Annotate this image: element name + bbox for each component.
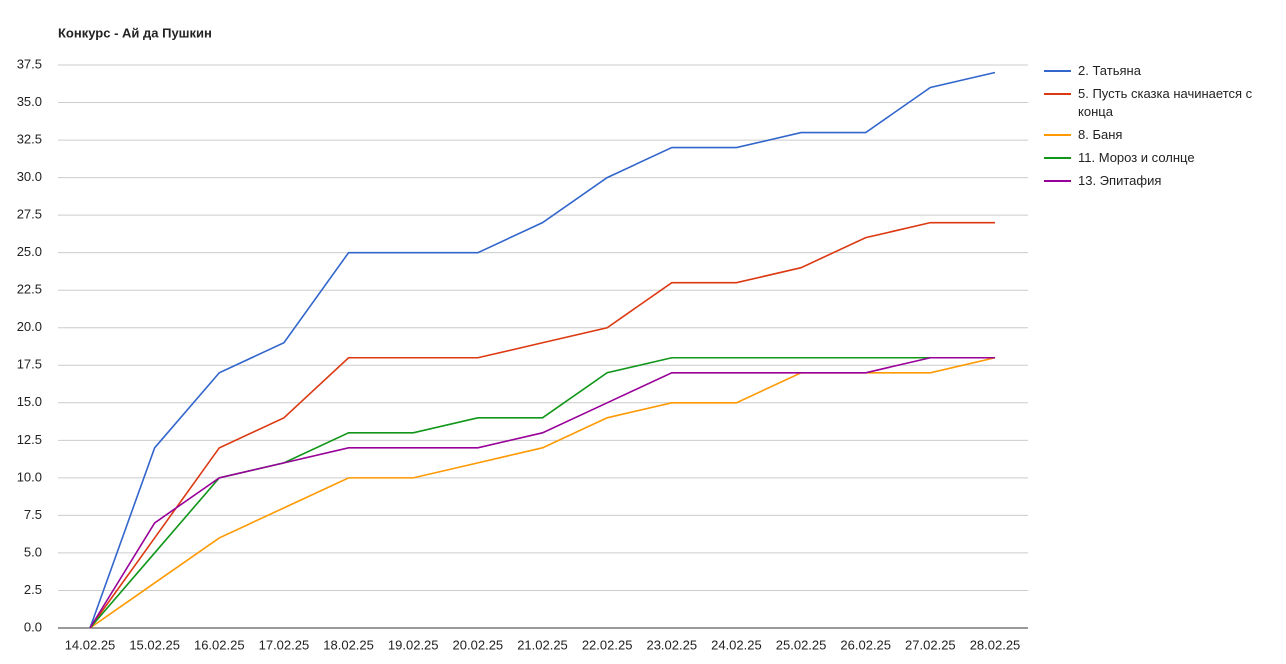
y-tick-label: 22.5 [17, 282, 42, 297]
x-tick-label: 19.02.25 [388, 637, 439, 652]
x-tick-label: 25.02.25 [776, 637, 827, 652]
x-tick-label: 14.02.25 [65, 637, 116, 652]
x-tick-label: 21.02.25 [517, 637, 568, 652]
x-tick-label: 23.02.25 [646, 637, 697, 652]
y-tick-label: 25.0 [17, 244, 42, 259]
x-tick-label: 16.02.25 [194, 637, 245, 652]
y-tick-label: 30.0 [17, 169, 42, 184]
legend-swatch [1044, 180, 1071, 182]
legend-label: 13. Эпитафия [1078, 173, 1162, 188]
legend-swatch [1044, 157, 1071, 159]
y-tick-label: 35.0 [17, 94, 42, 109]
series-line [89, 356, 995, 629]
y-tick-label: 5.0 [24, 544, 42, 559]
series-line [89, 356, 996, 629]
x-tick-label: 26.02.25 [840, 637, 891, 652]
series-line [89, 71, 996, 629]
x-tick-label: 18.02.25 [323, 637, 374, 652]
legend-item: 2. Татьяна [1044, 62, 1280, 80]
legend-item: 8. Баня [1044, 126, 1280, 144]
x-tick-label: 17.02.25 [259, 637, 310, 652]
y-tick-label: 7.5 [24, 507, 42, 522]
legend-label: 5. Пусть сказка начинается с конца [1078, 86, 1253, 119]
y-tick-label: 20.0 [17, 319, 42, 334]
legend-label: 11. Мороз и солнце [1078, 150, 1195, 165]
y-tick-label: 0.0 [24, 619, 42, 634]
chart-title: Конкурс - Ай да Пушкин [58, 25, 212, 40]
y-tick-label: 10.0 [17, 469, 42, 484]
legend-item: 13. Эпитафия [1044, 172, 1280, 190]
x-tick-label: 22.02.25 [582, 637, 633, 652]
y-tick-label: 37.5 [17, 56, 42, 71]
series-line [89, 221, 995, 629]
y-tick-label: 32.5 [17, 132, 42, 147]
legend-item: 11. Мороз и солнце [1044, 149, 1280, 167]
y-tick-label: 2.5 [24, 582, 42, 597]
legend-swatch [1044, 134, 1071, 136]
legend-label: 2. Татьяна [1078, 63, 1141, 78]
x-tick-label: 15.02.25 [129, 637, 180, 652]
legend-swatch [1044, 93, 1071, 95]
x-tick-label: 20.02.25 [453, 637, 504, 652]
y-tick-label: 17.5 [17, 357, 42, 372]
x-tick-label: 27.02.25 [905, 637, 956, 652]
legend-item: 5. Пусть сказка начинается с конца [1044, 85, 1280, 121]
legend: 2. Татьяна 5. Пусть сказка начинается с к… [1044, 62, 1280, 195]
y-tick-label: 12.5 [17, 432, 42, 447]
x-tick-label: 24.02.25 [711, 637, 762, 652]
legend-label: 8. Баня [1078, 127, 1123, 142]
y-tick-label: 15.0 [17, 394, 42, 409]
y-tick-label: 27.5 [17, 207, 42, 222]
series-line [89, 356, 995, 629]
legend-swatch [1044, 70, 1071, 72]
x-tick-label: 28.02.25 [970, 637, 1021, 652]
